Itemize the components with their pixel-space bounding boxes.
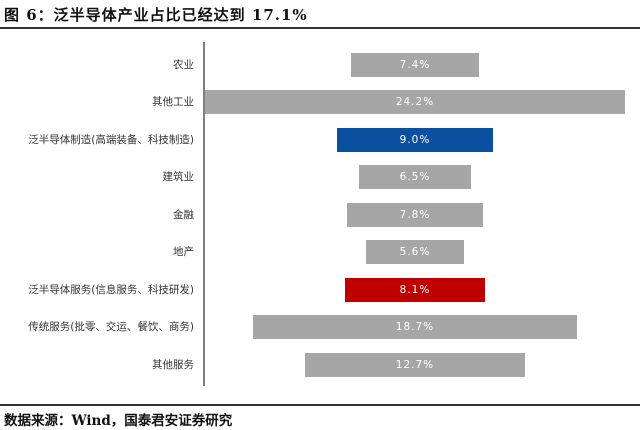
- bar-value-label: 8.1%: [399, 284, 431, 296]
- title-divider: [0, 27, 640, 29]
- bar: 12.7%: [304, 353, 526, 377]
- category-label: 传统服务(批零、交运、餐饮、商务): [28, 321, 194, 333]
- bar: 24.2%: [205, 90, 625, 114]
- bar: 7.4%: [350, 53, 480, 77]
- bar: 9.0%: [336, 128, 494, 152]
- source-divider: [0, 404, 640, 406]
- category-label: 地产: [173, 246, 194, 258]
- bar: 18.7%: [252, 315, 578, 339]
- bar: 7.8%: [347, 203, 483, 227]
- category-label: 其他工业: [152, 96, 194, 108]
- category-label: 建筑业: [162, 171, 195, 183]
- bar-value-label: 6.5%: [399, 171, 431, 183]
- bar-value-label: 18.7%: [395, 321, 435, 333]
- bar-value-label: 24.2%: [395, 96, 435, 108]
- bar: 5.6%: [366, 240, 464, 264]
- figure-title: 图 6：泛半导体产业占比已经达到 17.1%: [4, 6, 308, 24]
- bar: 6.5%: [358, 165, 472, 189]
- category-label: 泛半导体服务(信息服务、科技研发): [28, 284, 194, 296]
- y-axis-line: [203, 42, 205, 386]
- bar-value-label: 12.7%: [395, 359, 435, 371]
- data-source-note: 数据来源：Wind，国泰君安证券研究: [4, 413, 233, 429]
- bar: 8.1%: [344, 278, 486, 302]
- category-label: 金融: [173, 209, 194, 221]
- bar-value-label: 7.8%: [399, 209, 431, 221]
- bar-value-label: 7.4%: [399, 59, 431, 71]
- category-label: 泛半导体制造(高端装备、科技制造): [28, 134, 194, 146]
- category-label: 其他服务: [152, 359, 194, 371]
- bar-value-label: 9.0%: [399, 134, 431, 146]
- category-label: 农业: [173, 59, 194, 71]
- bar-value-label: 5.6%: [399, 246, 431, 258]
